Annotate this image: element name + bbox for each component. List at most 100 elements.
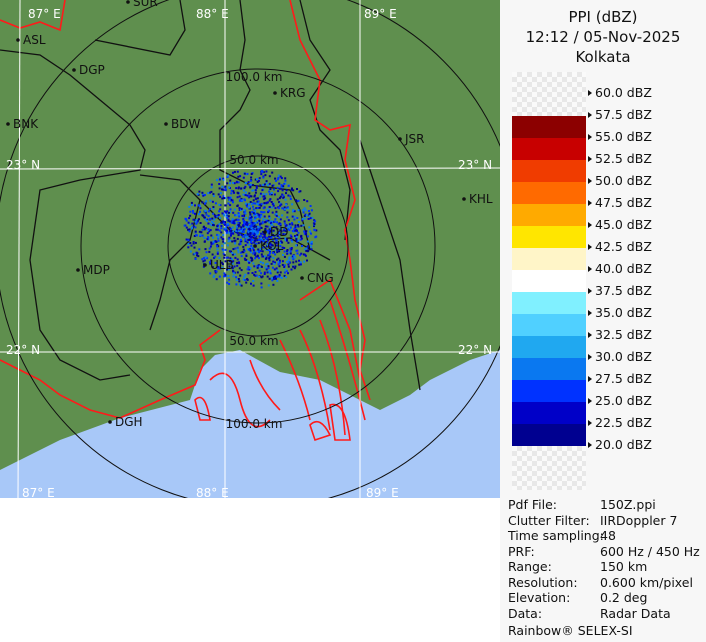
echo-pixel [236, 232, 239, 235]
echo-pixel [305, 249, 308, 252]
echo-pixel [289, 247, 292, 250]
echo-pixel [185, 226, 188, 229]
echo-pixel [222, 252, 225, 255]
echo-pixel [245, 258, 248, 261]
echo-pixel [244, 202, 247, 205]
echo-pixel [283, 266, 286, 268]
echo-pixel [255, 207, 258, 210]
city-dot-icon [164, 122, 168, 126]
echo-pixel [307, 210, 310, 212]
echo-pixel [233, 170, 236, 173]
echo-pixel [295, 260, 298, 263]
echo-pixel [225, 256, 228, 259]
city-dot-icon [108, 420, 112, 424]
echo-pixel [280, 184, 283, 187]
echo-pixel [260, 265, 263, 268]
coastline-borders [0, 0, 371, 442]
echo-pixel [266, 184, 269, 187]
echo-pixel [266, 262, 269, 265]
city-dot-icon [72, 68, 76, 72]
echo-pixel [271, 240, 274, 243]
echo-pixel [259, 216, 262, 219]
echo-pixel [276, 248, 279, 251]
echo-pixel [265, 181, 268, 184]
color-band [512, 226, 586, 248]
echo-pixel [205, 213, 208, 216]
echo-pixel [270, 277, 273, 279]
echo-pixel [223, 228, 226, 231]
echo-pixel [304, 254, 307, 257]
echo-pixel [258, 257, 260, 260]
echo-pixel [193, 252, 196, 255]
echo-pixel [230, 189, 233, 192]
echo-pixel [235, 278, 238, 281]
echo-pixel [250, 259, 253, 262]
echo-pixel [285, 224, 288, 227]
info-row: PRF: 600 Hz / 450 Hz [508, 544, 700, 560]
echo-pixel [267, 231, 270, 234]
echo-pixel [207, 236, 210, 239]
echo-pixel [249, 234, 252, 237]
echo-pixel [309, 242, 312, 245]
lon-label: 88° E [196, 7, 229, 21]
echo-pixel [270, 236, 273, 239]
echo-pixel [271, 244, 274, 247]
echo-pixel [230, 232, 233, 235]
echo-pixel [198, 190, 201, 193]
radar-map[interactable]: 50.0 km 100.0 km 50.0 km 100.0 km 87° E … [0, 0, 500, 498]
echo-pixel [187, 228, 189, 231]
echo-pixel [183, 224, 186, 227]
echo-pixel [255, 213, 258, 216]
echo-pixel [246, 235, 249, 238]
echo-pixel [217, 236, 220, 239]
echo-pixel [297, 199, 300, 202]
city-label: SUR [133, 0, 158, 9]
echo-pixel [239, 233, 242, 236]
echo-pixel [262, 233, 265, 236]
echo-pixel [229, 182, 231, 185]
echo-pixel [279, 224, 282, 227]
echo-pixel [202, 226, 205, 229]
echo-pixel [256, 178, 258, 181]
echo-pixel [263, 273, 266, 275]
echo-pixel [287, 207, 290, 210]
echo-pixel [197, 204, 200, 207]
echo-pixel [300, 252, 303, 255]
info-key: Clutter Filter: [508, 512, 590, 528]
echo-pixel [228, 231, 231, 234]
echo-pixel [221, 220, 224, 223]
echo-pixel [259, 184, 262, 187]
echo-pixel [252, 205, 254, 208]
echo-pixel [303, 230, 306, 233]
echo-pixel [254, 274, 257, 277]
echo-pixel [243, 222, 246, 225]
echo-pixel [302, 224, 305, 227]
echo-pixel [283, 206, 286, 209]
echo-pixel [266, 241, 269, 244]
echo-pixel [219, 208, 222, 211]
echo-pixel [216, 245, 218, 248]
color-band [512, 182, 586, 204]
echo-pixel [243, 172, 246, 175]
echo-pixel [276, 269, 279, 272]
echo-pixel [260, 204, 263, 207]
echo-pixel [274, 177, 277, 180]
echo-pixel [239, 209, 242, 211]
echo-pixel [240, 187, 243, 190]
echo-pixel [260, 272, 263, 275]
echo-pixel [236, 191, 239, 194]
echo-pixel [231, 266, 233, 269]
echo-pixel [232, 260, 235, 263]
echo-pixel [249, 249, 252, 252]
echo-pixel [232, 201, 234, 204]
echo-pixel [287, 259, 290, 262]
echo-pixel [243, 275, 246, 278]
echo-pixel [248, 206, 251, 209]
echo-pixel [230, 198, 233, 201]
echo-pixel [276, 221, 278, 224]
echo-pixel [219, 217, 222, 220]
echo-pixel [258, 213, 261, 216]
echo-pixel [284, 229, 287, 232]
echo-pixel [235, 180, 238, 183]
radar-echoes [183, 170, 318, 289]
